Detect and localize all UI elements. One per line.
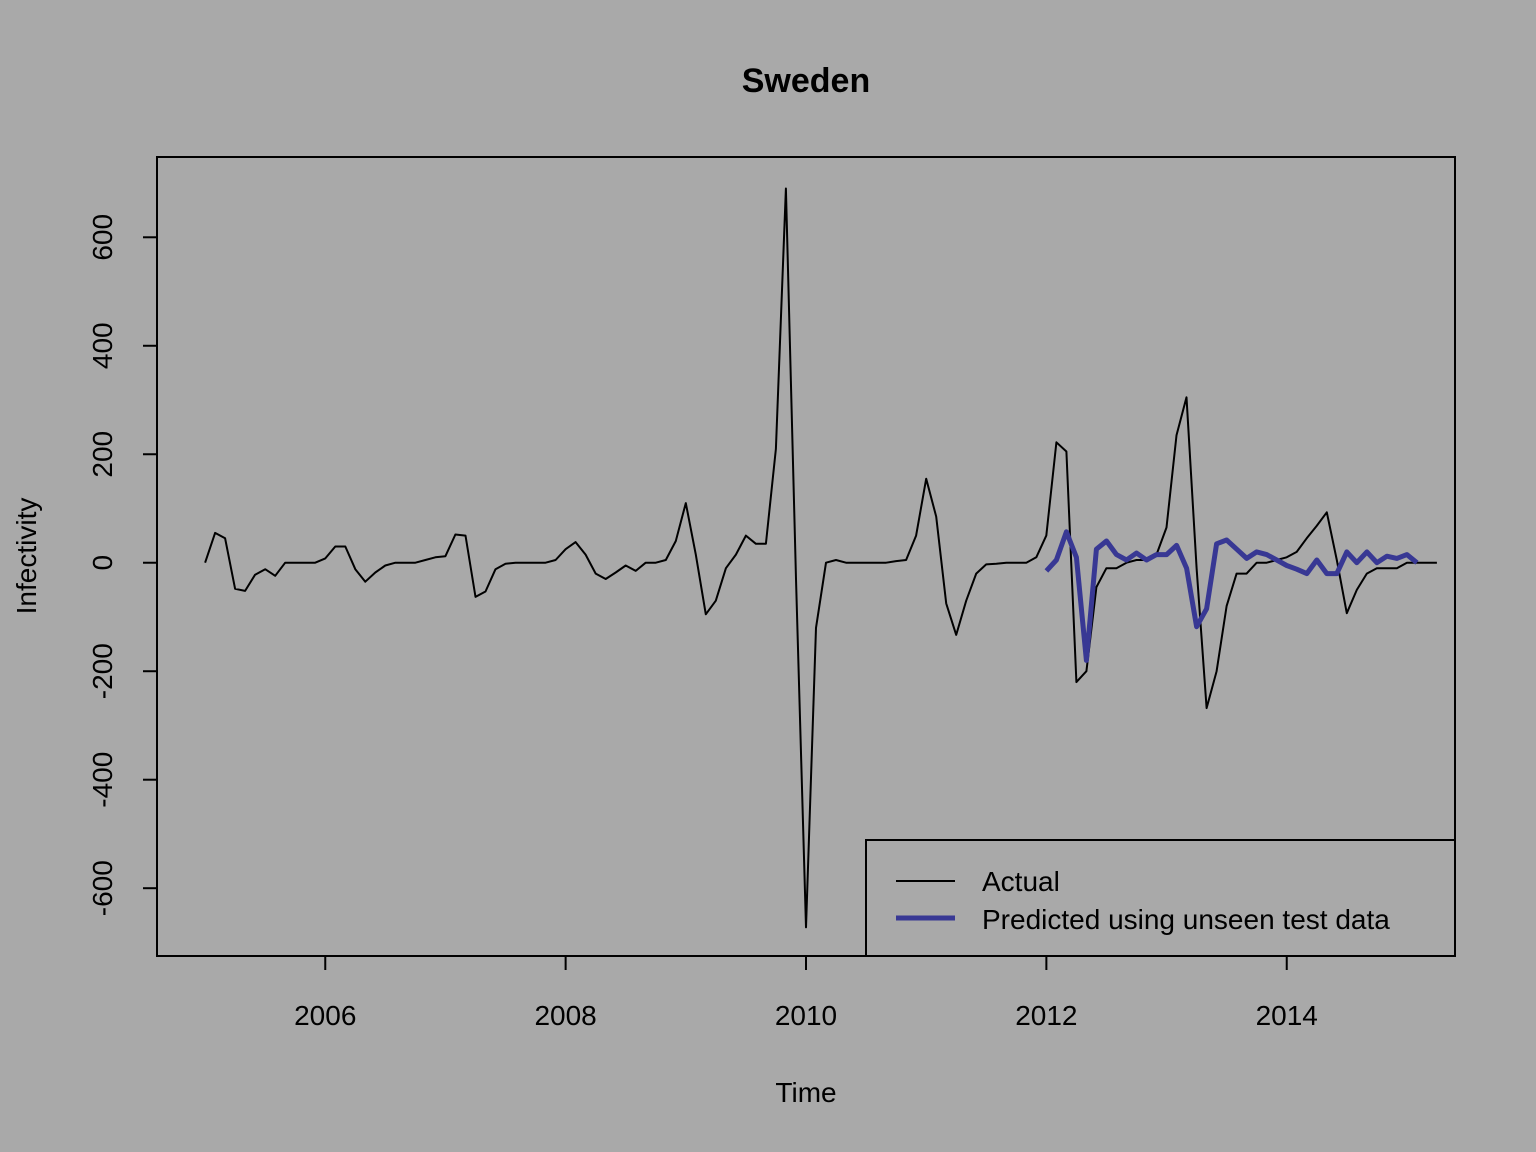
y-tick-label: 400 xyxy=(87,322,118,369)
legend-label-actual: Actual xyxy=(982,866,1060,897)
y-tick-label: -400 xyxy=(87,752,118,808)
x-tick-label: 2012 xyxy=(1015,1000,1077,1031)
x-tick-label: 2014 xyxy=(1256,1000,1318,1031)
x-tick-label: 2006 xyxy=(294,1000,356,1031)
series-line-actual xyxy=(204,187,1437,929)
plot-frame xyxy=(156,156,1456,957)
y-axis-label: Infectivity xyxy=(11,498,42,615)
legend-label-predicted: Predicted using unseen test data xyxy=(982,904,1390,935)
y-tick-label: 600 xyxy=(87,214,118,261)
x-tick-label: 2008 xyxy=(534,1000,596,1031)
y-tick-label: -200 xyxy=(87,643,118,699)
x-tick-label: 2010 xyxy=(775,1000,837,1031)
y-tick-label: -600 xyxy=(87,860,118,916)
legend: Actual Predicted using unseen test data xyxy=(865,839,1456,957)
y-tick-label: 200 xyxy=(87,431,118,478)
series-line-predicted xyxy=(1044,529,1419,663)
y-tick-label: 0 xyxy=(87,555,118,571)
chart-title: Sweden xyxy=(742,62,870,100)
series-layer xyxy=(204,187,1437,929)
x-axis: 2006 2008 2010 2012 2014 xyxy=(294,955,1318,1031)
y-axis: -600 -400 -200 0 200 400 600 xyxy=(87,214,158,916)
x-axis-label: Time xyxy=(775,1077,836,1108)
legend-box xyxy=(865,839,1456,957)
